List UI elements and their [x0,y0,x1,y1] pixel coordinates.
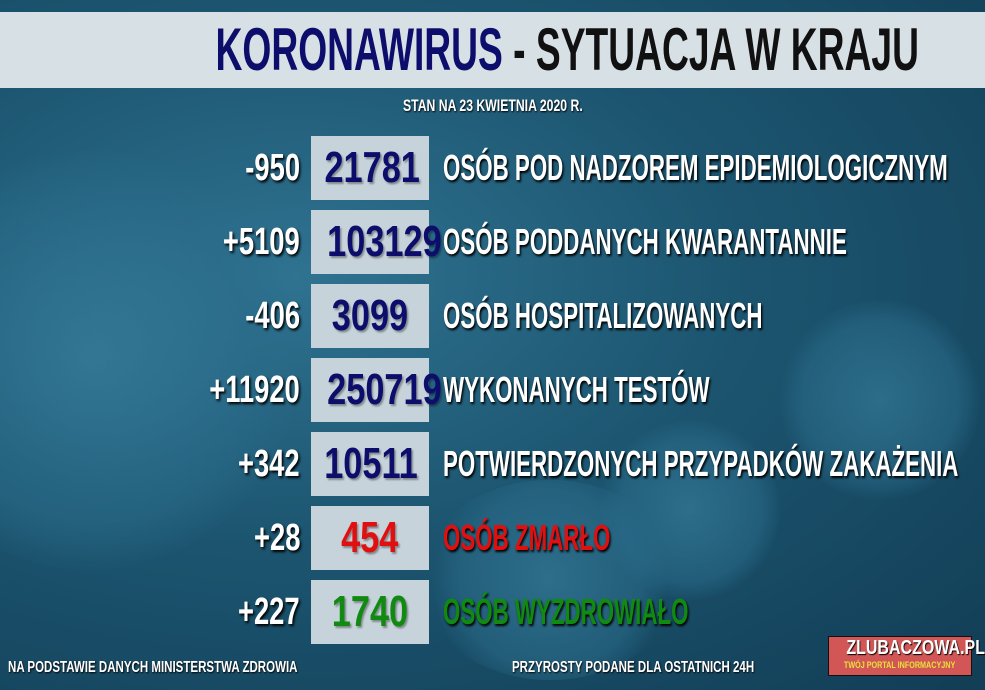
stat-label: OSÓB PODDANYCH KWARANTANNIE [443,210,985,274]
stat-row: +28 454 OSÓB ZMARŁO [0,506,985,570]
stat-row: -406 3099 OSÓB HOSPITALIZOWANYCH [0,284,985,348]
increment-note: PRZYROSTY PODANE DLA OSTATNICH 24H [512,658,848,678]
stat-row: +227 1740 OSÓB WYZDROWIAŁO [0,580,985,644]
increment-text: PRZYROSTY PODANE DLA OSTATNICH 24H [512,659,755,676]
stat-value-box: 3099 [311,284,429,348]
stat-value: 10511 [324,439,418,488]
source-text: NA PODSTAWIE DANYCH MINISTERSTWA ZDROWIA [8,659,298,676]
stat-change: -950 [224,136,300,200]
virus-illustration [420,480,680,680]
virus-illustration [780,300,980,500]
stat-change-text: +5109 [223,221,300,263]
date-line: STAN NA 23 KWIETNIA 2020 R. [0,96,985,116]
stat-label: OSÓB WYZDROWIAŁO [443,580,839,644]
stat-label-text: OSÓB ZMARŁO [443,517,611,558]
stat-change: +28 [236,506,300,570]
stat-value-box: 1740 [311,580,429,644]
stat-row: +342 10511 POTWIERDZONYCH PRZYPADKÓW ZAK… [0,432,985,496]
stat-label-text: OSÓB POD NADZOREM EPIDEMIOLOGICZNYM [443,147,948,188]
stat-label-text: OSÓB HOSPITALIZOWANYCH [443,295,763,336]
stat-change-text: -406 [245,295,300,337]
stat-change-text: +28 [253,517,300,559]
stat-change-text: +342 [238,443,300,485]
logo: ZLUBACZOWA.PL TWÓJ PORTAL INFORMACYJNY [828,636,985,676]
date-text: STAN NA 23 KWIETNIA 2020 R. [402,96,583,115]
stat-row: +11920 250719 WYKONANYCH TESTÓW [0,358,985,422]
title-part1: KORONAWIRUS [215,16,503,83]
stat-change: +11920 [174,358,300,422]
stat-value: 103129 [327,217,442,266]
stat-label: OSÓB HOSPITALIZOWANYCH [443,284,958,348]
stat-label-text: WYKONANYCH TESTÓW [443,369,710,410]
stat-value-box: 454 [311,506,429,570]
stat-change-text: +227 [238,591,300,633]
logo-name: ZLUBACZOWA.PL [846,637,985,659]
stat-label: WYKONANYCH TESTÓW [443,358,873,422]
stat-value: 3099 [331,291,409,340]
logo-tagline: TWÓJ PORTAL INFORMACYJNY [844,660,956,670]
stat-value: 250719 [327,365,442,414]
stat-row: -950 21781 OSÓB POD NADZOREM EPIDEMIOLOG… [0,136,985,200]
stat-change: +227 [214,580,300,644]
stat-change: +5109 [193,210,300,274]
stat-value-box: 250719 [311,358,442,422]
stat-label-text: OSÓB PODDANYCH KWARANTANNIE [443,221,847,262]
stat-label: OSÓB POD NADZOREM EPIDEMIOLOGICZNYM [443,136,985,200]
page-title: KORONAWIRUS - SYTUACJA W KRAJU [216,12,919,88]
stat-value: 454 [341,513,399,562]
stat-value: 1740 [331,587,409,636]
stat-label: OSÓB ZMARŁO [443,506,713,570]
stat-row: +5109 103129 OSÓB PODDANYCH KWARANTANNIE [0,210,985,274]
stat-label-text: OSÓB WYZDROWIAŁO [443,591,689,632]
stat-label: POTWIERDZONYCH PRZYPADKÓW ZAKAŻENIA [443,432,985,496]
title-bar: KORONAWIRUS - SYTUACJA W KRAJU [0,12,985,88]
stat-change: -406 [224,284,300,348]
title-part2: - SYTUACJA W KRAJU [513,16,919,83]
stat-value: 21781 [324,143,420,192]
stat-value-box: 103129 [311,210,442,274]
stat-change-text: -950 [245,147,300,189]
stat-value-box: 21781 [311,136,429,200]
stat-change-text: +11920 [209,369,300,411]
stat-value-box: 10511 [311,432,429,496]
stat-change: +342 [214,432,300,496]
stat-label-text: POTWIERDZONYCH PRZYPADKÓW ZAKAŻENIA [443,443,959,484]
source-note: NA PODSTAWIE DANYCH MINISTERSTWA ZDROWIA [8,658,410,678]
